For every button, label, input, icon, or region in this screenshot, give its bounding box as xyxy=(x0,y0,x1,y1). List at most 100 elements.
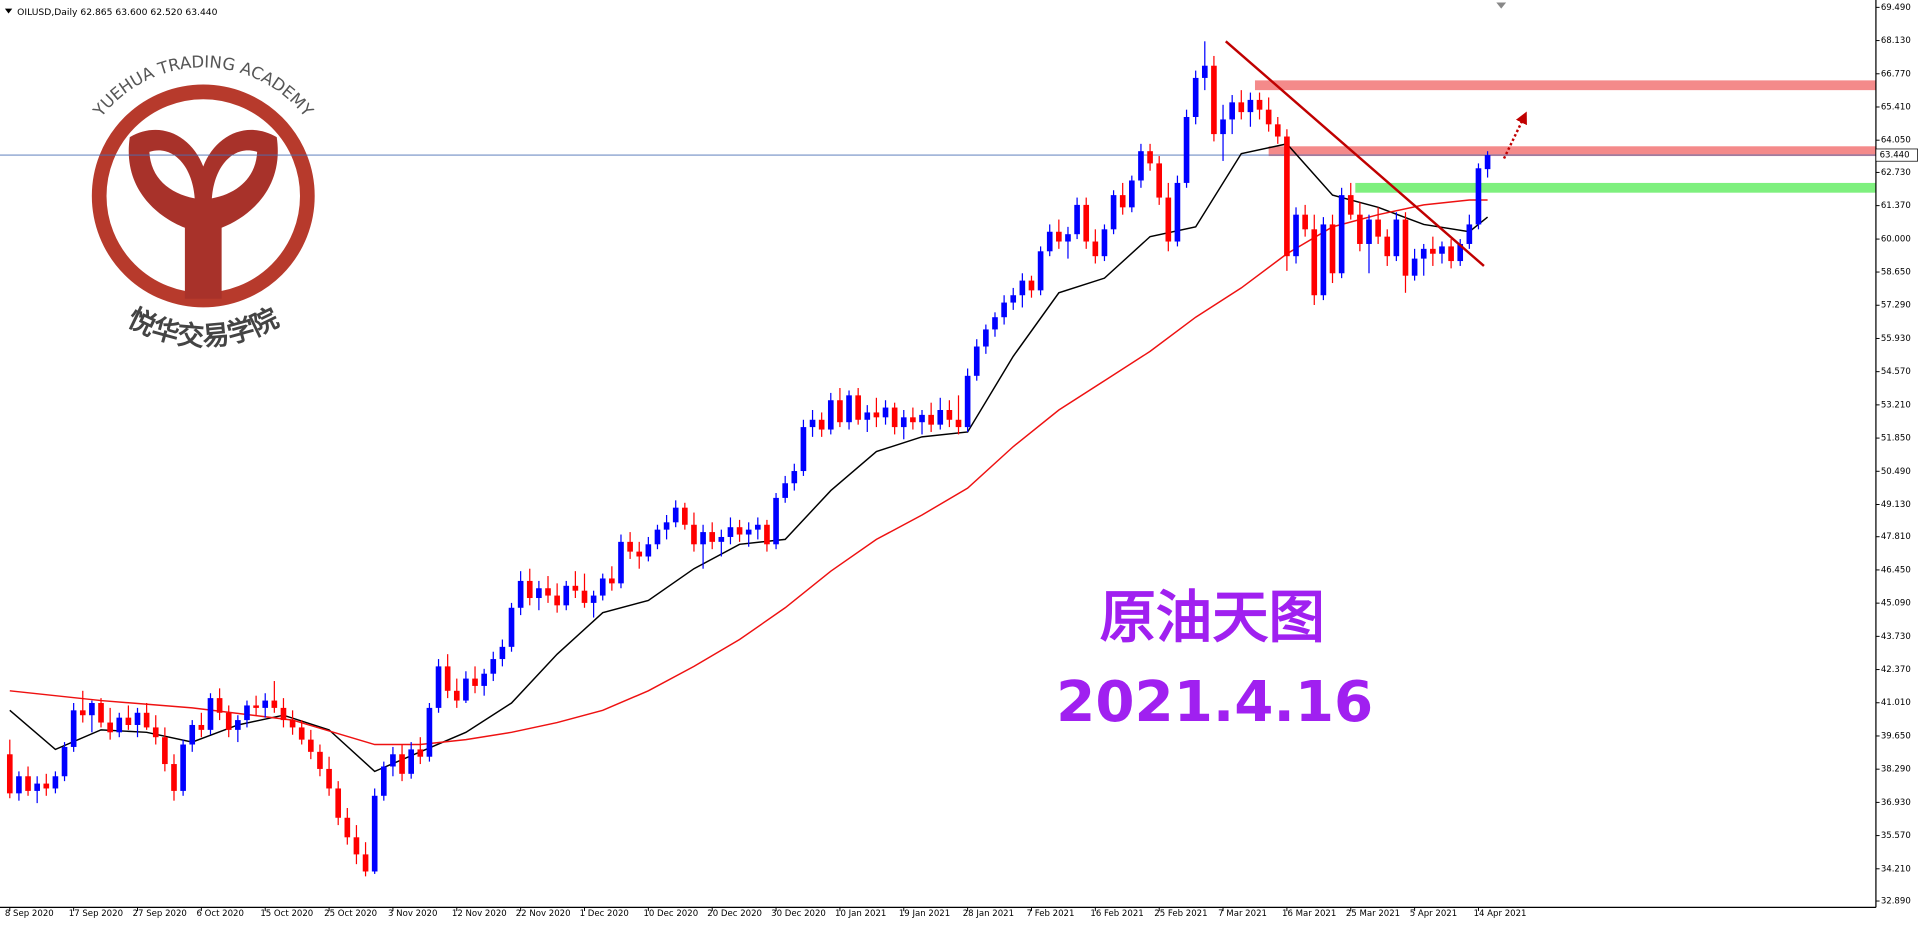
y-tick-label: 53.210 xyxy=(1881,400,1911,410)
y-tick-label: 34.210 xyxy=(1881,864,1911,874)
y-tick-label: 51.850 xyxy=(1881,434,1911,444)
candle-body xyxy=(335,788,342,818)
candle-body xyxy=(581,590,588,603)
candle-body xyxy=(937,410,944,425)
candle-body xyxy=(745,529,752,535)
candle-body xyxy=(590,595,597,603)
candle-body xyxy=(253,705,259,708)
candle-body xyxy=(435,666,442,708)
candle-body xyxy=(444,666,451,691)
candle-body xyxy=(1338,195,1345,274)
candle-body xyxy=(1265,109,1272,125)
candle-body xyxy=(1439,246,1445,254)
candle-body xyxy=(900,417,907,428)
x-tick-label: 10 Jan 2021 xyxy=(835,909,886,919)
x-tick-label: 30 Dec 2020 xyxy=(771,909,826,919)
x-tick-label: 20 Dec 2020 xyxy=(707,909,762,919)
candle-body xyxy=(1156,163,1163,198)
candle-body xyxy=(1375,219,1381,237)
logo-cutout xyxy=(211,150,258,199)
moving-average xyxy=(9,143,1489,773)
candle-body xyxy=(1366,219,1372,244)
candle-body xyxy=(16,776,22,794)
candle-body xyxy=(873,412,880,418)
candle-body xyxy=(1466,224,1473,244)
annotation-date: 2021.4.16 xyxy=(1056,670,1373,735)
candle-body xyxy=(235,720,241,730)
candle-body xyxy=(563,585,570,606)
candle-body xyxy=(1201,65,1208,78)
price-zone xyxy=(1268,146,1876,157)
candle-body xyxy=(481,673,487,686)
candle-body xyxy=(79,710,86,716)
candle-body xyxy=(536,588,542,599)
x-tick-label: 7 Feb 2021 xyxy=(1027,909,1075,919)
candle-body xyxy=(180,744,186,791)
candle-body xyxy=(143,712,150,728)
candle-body xyxy=(1293,214,1299,257)
candle-body xyxy=(216,698,223,713)
candle-body xyxy=(1129,180,1135,208)
candle-body xyxy=(417,749,424,757)
y-tick-label: 61.370 xyxy=(1881,201,1911,211)
candle-body xyxy=(1448,246,1454,262)
candle-body xyxy=(1220,119,1226,135)
candle-body xyxy=(791,471,798,484)
candle-body xyxy=(818,419,825,430)
y-tick-label: 46.450 xyxy=(1881,565,1911,575)
x-tick-label: 25 Oct 2020 xyxy=(324,909,377,919)
x-tick-label: 10 Dec 2020 xyxy=(643,909,698,919)
candle-body xyxy=(1320,224,1327,296)
candle-body xyxy=(700,532,706,545)
candle-body xyxy=(244,705,250,721)
candle-body xyxy=(1284,136,1290,257)
candle-body xyxy=(1147,151,1153,164)
candle-body xyxy=(983,329,989,347)
candle-body xyxy=(171,764,177,791)
x-tick-label: 5 Apr 2021 xyxy=(1410,909,1458,919)
candle-body xyxy=(1019,280,1026,296)
candle-body xyxy=(262,700,269,708)
candle-body xyxy=(1484,155,1491,170)
candle-body xyxy=(362,854,369,872)
candle-body xyxy=(727,527,734,537)
candle-body xyxy=(891,407,898,428)
candle-body xyxy=(827,400,834,430)
candle-body xyxy=(946,410,953,420)
y-tick-label: 57.290 xyxy=(1881,301,1911,311)
candle-body xyxy=(864,412,871,420)
candle-body xyxy=(390,754,396,767)
candle-body xyxy=(25,776,31,791)
candle-body xyxy=(609,578,615,584)
y-tick-label: 42.370 xyxy=(1881,665,1911,675)
candle-body xyxy=(1402,219,1409,276)
y-tick-label: 58.650 xyxy=(1881,268,1911,278)
logo-cutout xyxy=(149,150,195,199)
candle-body xyxy=(1384,236,1391,257)
candle-body xyxy=(1329,224,1336,274)
x-tick-label: 16 Feb 2021 xyxy=(1090,909,1143,919)
candle-body xyxy=(125,717,132,725)
candle-body xyxy=(1238,102,1245,113)
candle-body xyxy=(754,524,761,530)
candle-body xyxy=(992,317,998,330)
shift-marker xyxy=(1496,2,1507,9)
candle-body xyxy=(599,578,606,596)
candle-body xyxy=(1183,116,1190,183)
y-tick-label: 68.130 xyxy=(1881,36,1911,46)
price-zone xyxy=(1355,182,1876,193)
candle-body xyxy=(928,414,934,425)
candle-body xyxy=(490,659,497,674)
candle-body xyxy=(280,707,287,721)
y-tick-label: 32.890 xyxy=(1881,897,1911,907)
candle-body xyxy=(116,717,123,733)
x-tick-label: 16 Mar 2021 xyxy=(1282,909,1336,919)
candle-body xyxy=(399,754,405,774)
candle-body xyxy=(800,427,807,472)
candle-body xyxy=(736,527,743,535)
candle-body xyxy=(1347,195,1354,215)
candle-body xyxy=(809,419,816,428)
